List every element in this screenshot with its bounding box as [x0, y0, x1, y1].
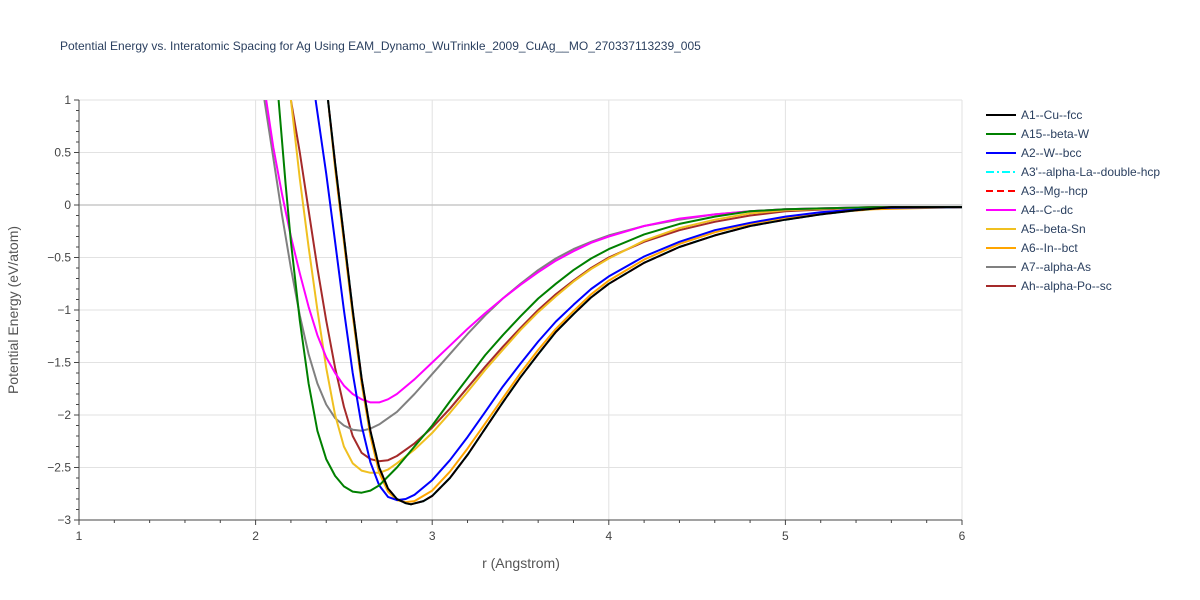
legend-label: A5--beta-Sn: [1021, 222, 1086, 236]
legend-item-a2-w-bcc[interactable]: A2--W--bcc: [986, 146, 1081, 160]
series-line-a3-mg-hcp: [327, 100, 962, 506]
chart-title: Potential Energy vs. Interatomic Spacing…: [60, 39, 701, 53]
x-tick-label: 5: [782, 529, 789, 543]
x-tick-label: 6: [959, 529, 966, 543]
y-tick-label: −2.5: [47, 461, 71, 475]
grid-lines: [79, 99, 963, 520]
x-tick-label: 4: [605, 529, 612, 543]
y-tick-label: −1.5: [47, 356, 71, 370]
x-tick-label: 1: [76, 529, 83, 543]
x-axis-label: r (Angstrom): [482, 555, 560, 571]
y-tick-label: 0: [64, 198, 71, 212]
legend-label: A7--alpha-As: [1021, 260, 1091, 274]
legend-item-a1-cu-fcc[interactable]: A1--Cu--fcc: [986, 108, 1082, 122]
axes: 1 2 3 4 5 6 1 0.5 0 −0.5 −1 −1.5 −2 −2.5 −3: [47, 93, 965, 543]
x-tick-label: 3: [429, 529, 436, 543]
y-tick-label: 0.5: [54, 146, 71, 160]
legend-label: A15--beta-W: [1021, 127, 1090, 141]
legend-label: A4--C--dc: [1021, 203, 1073, 217]
y-axis-label: Potential Energy (eV/atom): [5, 226, 21, 394]
legend-item-a3-alpha-la-double-hcp[interactable]: A3'--alpha-La--double-hcp: [986, 165, 1160, 179]
y-tick-label: −1: [57, 303, 71, 317]
legend-label: A3--Mg--hcp: [1021, 184, 1088, 198]
series-line-a5-beta-sn: [289, 100, 962, 474]
y-tick-label: −0.5: [47, 251, 71, 265]
legend-item-a6-in-bct[interactable]: A6--In--bct: [986, 241, 1078, 255]
series-line-ah-alpha-po-sc: [289, 100, 962, 463]
legend-item-a5-beta-sn[interactable]: A5--beta-Sn: [986, 222, 1086, 236]
y-tick-label: −2: [57, 408, 71, 422]
series-line-a2-w-bcc: [314, 100, 962, 502]
legend-item-a4-c-dc[interactable]: A4--C--dc: [986, 203, 1073, 217]
legend-label: A1--Cu--fcc: [1021, 108, 1082, 122]
legend-label: A2--W--bcc: [1021, 146, 1081, 160]
legend-item-a15-beta-w[interactable]: A15--beta-W: [986, 127, 1090, 141]
legend[interactable]: A1--Cu--fcc A15--beta-W A2--W--bcc A3'--alp…: [986, 108, 1160, 293]
legend-label: A6--In--bct: [1021, 241, 1078, 255]
y-tick-label: −3: [57, 513, 71, 527]
legend-item-ah-alpha-po-sc[interactable]: Ah--alpha-Po--sc: [986, 279, 1112, 293]
legend-item-a7-alpha-as[interactable]: A7--alpha-As: [986, 260, 1091, 274]
legend-item-a3-mg-hcp[interactable]: A3--Mg--hcp: [986, 184, 1088, 198]
x-tick-label: 2: [252, 529, 259, 543]
series-line-a15-beta-w: [277, 100, 962, 494]
series-line-a3-alpha-la-double-hcp: [327, 100, 962, 506]
series-line-a1-cu-fcc: [327, 100, 962, 506]
y-tick-label: 1: [64, 93, 71, 107]
legend-label: A3'--alpha-La--double-hcp: [1021, 165, 1160, 179]
legend-label: Ah--alpha-Po--sc: [1021, 279, 1112, 293]
series-line-a7-alpha-as: [263, 100, 962, 432]
series-line-a4-c-dc: [265, 100, 962, 404]
plot-series: [263, 100, 962, 506]
